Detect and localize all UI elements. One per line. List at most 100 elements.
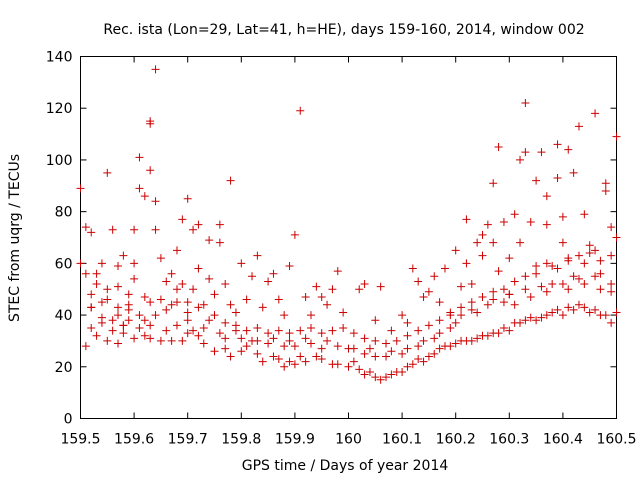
data-point xyxy=(414,326,423,335)
data-point xyxy=(242,342,251,351)
data-point xyxy=(371,316,380,325)
data-point xyxy=(221,280,230,289)
data-point xyxy=(317,355,326,364)
data-point xyxy=(360,370,369,379)
data-point xyxy=(339,308,348,317)
data-point xyxy=(92,331,101,340)
y-tick-label: 140 xyxy=(46,50,73,66)
data-point xyxy=(419,357,428,366)
data-point xyxy=(151,197,160,206)
data-point xyxy=(510,277,519,286)
data-point xyxy=(274,355,283,364)
data-point xyxy=(87,290,96,299)
data-point xyxy=(607,223,616,232)
data-point xyxy=(323,300,332,309)
data-point xyxy=(435,298,444,307)
data-point xyxy=(349,357,358,366)
data-point xyxy=(558,311,567,320)
data-point xyxy=(242,295,251,304)
data-point xyxy=(253,251,262,260)
data-point xyxy=(371,373,380,382)
data-point xyxy=(97,313,106,322)
data-point xyxy=(178,336,187,345)
data-point xyxy=(97,298,106,307)
data-point xyxy=(607,280,616,289)
data-point xyxy=(301,334,310,343)
data-point xyxy=(274,295,283,304)
data-point xyxy=(355,365,364,374)
x-tick-label: 160.3 xyxy=(489,432,529,448)
data-point xyxy=(199,339,208,348)
data-point xyxy=(516,318,525,327)
data-point xyxy=(146,334,155,343)
data-point xyxy=(612,233,621,242)
data-point xyxy=(189,225,198,234)
data-point xyxy=(526,217,535,226)
data-point xyxy=(558,238,567,247)
data-point xyxy=(376,282,385,291)
data-point xyxy=(558,280,567,289)
data-point xyxy=(140,316,149,325)
data-point xyxy=(569,168,578,177)
data-point xyxy=(156,254,165,263)
data-point xyxy=(499,324,508,332)
data-point xyxy=(580,259,589,268)
data-point xyxy=(258,303,267,312)
data-point xyxy=(103,295,112,304)
data-point xyxy=(505,326,514,335)
x-tick-label: 159.6 xyxy=(114,432,154,448)
data-point xyxy=(419,292,428,301)
data-point xyxy=(532,316,541,325)
data-point xyxy=(328,285,337,294)
data-point xyxy=(435,316,444,325)
y-tick-label: 120 xyxy=(46,101,73,117)
data-point xyxy=(360,349,369,358)
data-point xyxy=(382,339,391,348)
data-point xyxy=(264,329,273,338)
data-point xyxy=(521,99,530,108)
data-point xyxy=(542,192,551,201)
data-point xyxy=(162,277,171,286)
data-point xyxy=(451,339,460,348)
data-point xyxy=(526,313,535,322)
data-point xyxy=(146,298,155,307)
data-point xyxy=(339,324,348,332)
chart-title: Rec. ista (Lon=29, Lat=41, h=HE), days 1… xyxy=(103,22,584,38)
data-point xyxy=(124,316,133,325)
data-point xyxy=(483,300,492,309)
data-point xyxy=(387,347,396,356)
data-point xyxy=(376,375,385,384)
data-point xyxy=(462,215,471,224)
data-point xyxy=(499,217,508,226)
data-point xyxy=(269,334,278,343)
data-point xyxy=(424,352,433,361)
data-point xyxy=(87,324,96,332)
data-point xyxy=(392,336,401,345)
data-point xyxy=(258,357,267,366)
data-point xyxy=(591,272,600,281)
y-tick-label: 40 xyxy=(55,308,73,324)
data-point xyxy=(403,344,412,353)
data-point xyxy=(403,318,412,327)
x-tick-label: 160 xyxy=(335,432,362,448)
data-point xyxy=(189,285,198,294)
data-point xyxy=(87,303,96,312)
data-point xyxy=(92,269,101,278)
data-point xyxy=(183,329,192,338)
data-point xyxy=(526,292,535,301)
data-point xyxy=(510,300,519,309)
data-point xyxy=(473,238,482,247)
data-point xyxy=(81,269,90,278)
x-axis: 159.5 159.6 159.7 159.8 159.9 160 160.1 160.2 16… xyxy=(60,56,637,448)
data-point xyxy=(264,277,273,286)
data-point xyxy=(135,153,144,162)
data-point xyxy=(408,264,417,273)
data-point xyxy=(140,292,149,301)
data-point xyxy=(135,324,144,332)
data-point xyxy=(585,241,594,250)
data-point xyxy=(580,303,589,312)
data-point xyxy=(462,259,471,268)
data-point xyxy=(398,349,407,358)
data-point xyxy=(189,326,198,335)
data-point xyxy=(328,326,337,335)
